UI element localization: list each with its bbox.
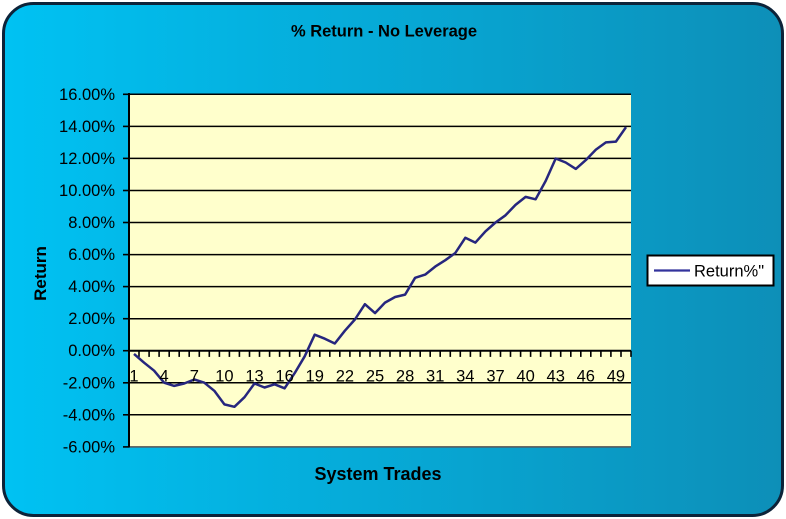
svg-text:4.00%: 4.00% <box>68 278 115 296</box>
svg-text:16.00%: 16.00% <box>59 86 115 104</box>
svg-text:25: 25 <box>366 368 384 386</box>
svg-text:10.00%: 10.00% <box>59 182 115 200</box>
svg-text:12.00%: 12.00% <box>59 150 115 168</box>
svg-text:2.00%: 2.00% <box>68 310 115 328</box>
svg-text:6.00%: 6.00% <box>68 246 115 264</box>
svg-text:34: 34 <box>456 368 474 386</box>
svg-text:13: 13 <box>245 368 263 386</box>
svg-text:22: 22 <box>336 368 354 386</box>
svg-text:16: 16 <box>275 368 293 386</box>
svg-text:Return%": Return%" <box>694 263 764 281</box>
svg-text:-6.00%: -6.00% <box>63 438 116 456</box>
svg-text:40: 40 <box>516 368 534 386</box>
svg-text:-4.00%: -4.00% <box>63 406 116 424</box>
svg-text:1: 1 <box>129 368 138 386</box>
svg-text:46: 46 <box>577 368 595 386</box>
svg-text:4: 4 <box>160 368 169 386</box>
svg-text:19: 19 <box>306 368 324 386</box>
svg-text:49: 49 <box>607 368 625 386</box>
svg-text:31: 31 <box>426 368 444 386</box>
svg-text:8.00%: 8.00% <box>68 214 115 232</box>
svg-text:37: 37 <box>486 368 504 386</box>
svg-text:0.00%: 0.00% <box>68 342 115 360</box>
svg-text:-2.00%: -2.00% <box>63 374 116 392</box>
svg-text:43: 43 <box>547 368 565 386</box>
svg-text:7: 7 <box>190 368 199 386</box>
svg-text:28: 28 <box>396 368 414 386</box>
svg-text:10: 10 <box>215 368 233 386</box>
svg-text:Return: Return <box>31 246 50 301</box>
svg-text:% Return - No Leverage: % Return - No Leverage <box>291 23 477 41</box>
svg-text:14.00%: 14.00% <box>59 118 115 136</box>
svg-text:System Trades: System Trades <box>314 464 441 484</box>
